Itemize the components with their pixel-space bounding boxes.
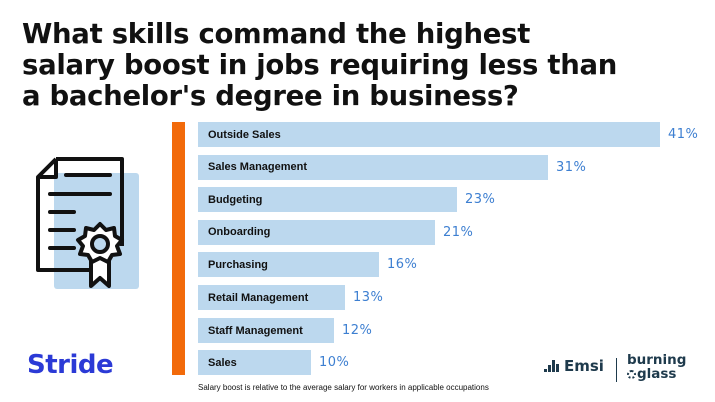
logo-divider (616, 358, 617, 382)
bar-value: 21% (443, 224, 474, 240)
bar: Onboarding (198, 219, 435, 245)
bar-label: Sales (208, 356, 237, 369)
bar-row: Staff Management 12% (198, 318, 372, 343)
bar-row: Sales Management 31% (198, 154, 587, 180)
bar-label: Budgeting (208, 193, 263, 206)
title-line-3: a bachelor's degree in business? (22, 80, 519, 112)
chart-title: What skills command the highest salary b… (22, 19, 712, 112)
bar-label: Retail Management (208, 291, 309, 304)
bar-label: Staff Management (208, 324, 303, 337)
bar-value: 12% (342, 323, 373, 338)
title-line-1: What skills command the highest (22, 18, 531, 50)
bar-row: Retail Management 13% (198, 285, 383, 310)
signal-bars-icon (544, 360, 560, 372)
bar-value: 23% (465, 192, 496, 207)
bar-row: Onboarding 21% (198, 219, 474, 245)
glass-text: glass (637, 366, 677, 382)
burning-text: burning (627, 352, 687, 368)
bar-value: 16% (387, 257, 418, 272)
bar: Retail Management (198, 285, 345, 310)
bar-row: Budgeting 23% (198, 187, 495, 212)
bar: Outside Sales (198, 122, 660, 147)
bar-label: Purchasing (208, 258, 268, 271)
bar: Staff Management (198, 318, 334, 343)
bar-label: Outside Sales (208, 128, 281, 141)
emsi-text: Emsi (564, 357, 604, 375)
stride-logo: Stride (27, 350, 114, 380)
axis-accent-bar (172, 122, 185, 375)
bar: Sales Management (198, 154, 548, 180)
bar-value: 13% (353, 290, 384, 305)
title-line-2: salary boost in jobs requiring less than (22, 49, 618, 81)
bar-row: Outside Sales 41% (198, 122, 698, 147)
bar-row: Purchasing 16% (198, 252, 417, 277)
emsi-logo: Emsi (544, 357, 604, 375)
bar-value: 41% (668, 127, 699, 142)
footnote: Salary boost is relative to the average … (198, 383, 489, 392)
bar: Sales (198, 350, 311, 375)
bar: Purchasing (198, 252, 379, 277)
bar-row: Sales 10% (198, 350, 349, 375)
bar-value: 10% (319, 355, 350, 370)
bar-label: Onboarding (208, 226, 271, 238)
bar: Budgeting (198, 187, 457, 212)
burning-glass-logo: burning glass (627, 353, 707, 381)
burning-glass-mark-icon (627, 369, 636, 379)
bar-label: Sales Management (208, 161, 308, 173)
bar-value: 31% (556, 159, 587, 175)
certificate-icon (30, 150, 150, 295)
